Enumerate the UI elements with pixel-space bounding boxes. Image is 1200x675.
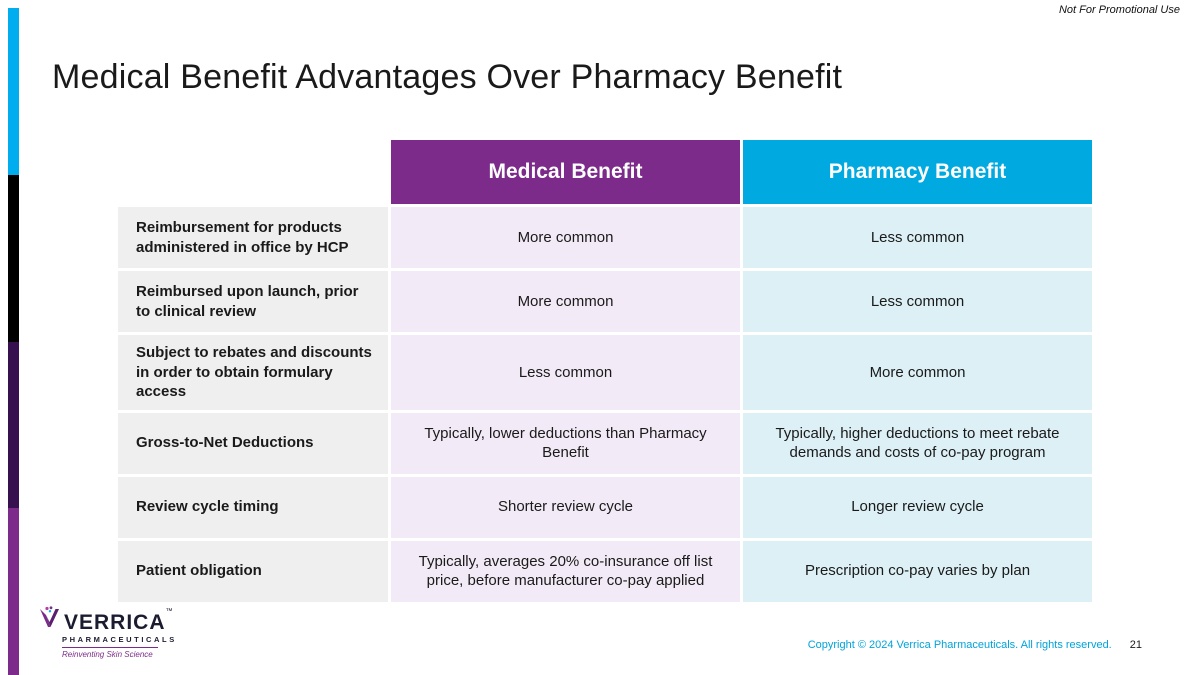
row-label: Gross-to-Net Deductions	[118, 412, 388, 474]
copyright-text: Copyright © 2024 Verrica Pharmaceuticals…	[807, 639, 1112, 651]
stripe-segment-purple	[8, 508, 19, 675]
comparison-table: Medical Benefit Pharmacy Benefit Reimbur…	[118, 140, 1092, 602]
logo-trademark: ™	[165, 608, 173, 615]
logo-tagline: Reinventing Skin Science	[62, 650, 153, 659]
medical-cell: Typically, lower deductions than Pharmac…	[391, 412, 740, 474]
logo-name-text: VERRICA	[64, 611, 166, 634]
logo-divider	[62, 647, 158, 648]
page-title: Medical Benefit Advantages Over Pharmacy…	[52, 58, 843, 96]
row-label: Reimbursement for products administered …	[118, 207, 388, 268]
row-label: Subject to rebates and discounts in orde…	[118, 335, 388, 410]
verrica-logo: VERRICA ™ PHARMACEUTICALS Reinventing Sk…	[38, 606, 177, 659]
pharmacy-cell: Prescription co-pay varies by plan	[743, 540, 1092, 602]
disclaimer-text: Not For Promotional Use	[1058, 4, 1180, 16]
medical-cell: Less common	[391, 335, 740, 410]
stripe-segment-cyan	[8, 8, 19, 175]
medical-benefit-header: Medical Benefit	[391, 140, 740, 204]
pharmacy-cell: More common	[743, 335, 1092, 410]
accent-stripe	[8, 8, 19, 675]
stripe-segment-dark-purple	[8, 341, 19, 509]
header-spacer	[118, 140, 388, 204]
pharmacy-cell: Less common	[743, 271, 1092, 332]
slide-footer: Copyright © 2024 Verrica Pharmaceuticals…	[808, 639, 1142, 651]
medical-cell: Typically, averages 20% co-insurance off…	[391, 540, 740, 602]
verrica-logo-mark-icon	[38, 606, 62, 633]
row-label: Reimbursed upon launch, prior to clinica…	[118, 271, 388, 332]
pharmacy-cell: Typically, higher deductions to meet reb…	[743, 412, 1092, 474]
medical-cell: More common	[391, 271, 740, 332]
pharmacy-cell: Less common	[743, 207, 1092, 268]
logo-subtitle: PHARMACEUTICALS	[62, 635, 177, 644]
medical-cell: More common	[391, 207, 740, 268]
pharmacy-benefit-header: Pharmacy Benefit	[743, 140, 1092, 204]
pharmacy-cell: Longer review cycle	[743, 476, 1092, 538]
medical-cell: Shorter review cycle	[391, 476, 740, 538]
row-label: Review cycle timing	[118, 476, 388, 538]
page-number: 21	[1129, 639, 1142, 651]
row-label: Patient obligation	[118, 540, 388, 602]
stripe-segment-black	[8, 174, 19, 342]
